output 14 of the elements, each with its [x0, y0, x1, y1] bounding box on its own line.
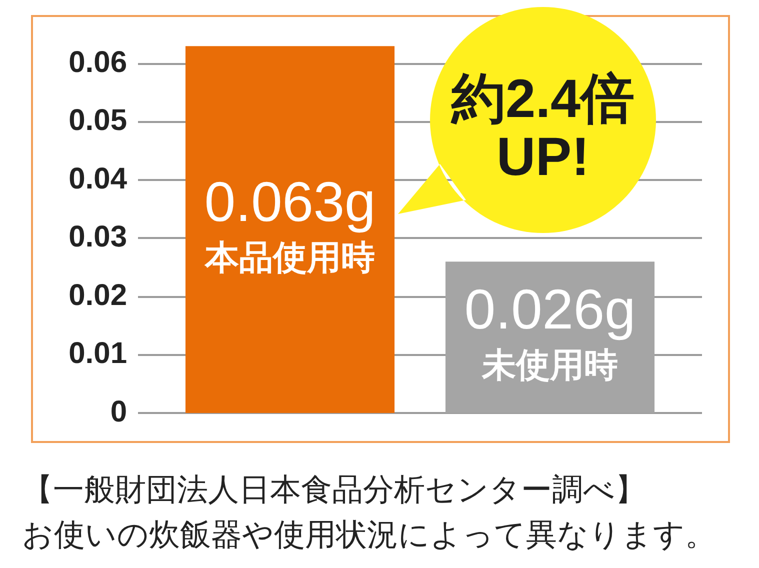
y-tick-label: 0.03: [68, 220, 127, 254]
annotation: 約2.4倍 UP!: [450, 69, 636, 187]
data-label: 0.026g: [464, 278, 636, 341]
y-tick-label: 0.02: [68, 278, 127, 312]
y-tick-label: 0.04: [68, 162, 128, 196]
x-tick-label: 本品使用時: [204, 238, 375, 277]
y-tick-label: 0.05: [68, 104, 127, 138]
y-tick-label: 0: [110, 395, 127, 428]
text: お使いの炊飯器や使用状況によって異なります。: [22, 516, 716, 554]
text: 【一般財団法人日本食品分析センター調べ】: [22, 471, 647, 509]
y-tick-label: 0.06: [68, 46, 127, 79]
x-tick-label: 未使用時: [481, 346, 618, 385]
data-label: 0.063g: [204, 170, 376, 233]
y-tick-label: 0.01: [68, 337, 127, 370]
